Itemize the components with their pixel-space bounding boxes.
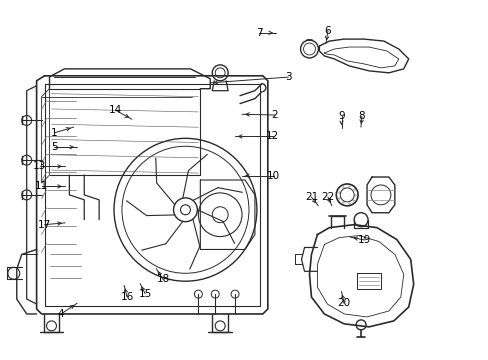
Text: 21: 21	[304, 192, 317, 202]
Text: 16: 16	[120, 292, 133, 302]
Text: 14: 14	[109, 105, 122, 115]
Text: 17: 17	[38, 220, 51, 230]
Text: 15: 15	[138, 289, 151, 298]
Text: 18: 18	[156, 274, 169, 284]
Text: 1: 1	[51, 128, 58, 138]
Text: 4: 4	[58, 309, 64, 319]
Text: 13: 13	[33, 161, 46, 171]
Text: 2: 2	[271, 110, 277, 120]
Text: 3: 3	[285, 72, 291, 82]
Text: 22: 22	[321, 192, 334, 202]
Text: 7: 7	[255, 28, 262, 38]
Text: 9: 9	[338, 111, 344, 121]
Text: 20: 20	[337, 298, 350, 308]
Text: 5: 5	[51, 142, 58, 152]
Text: 6: 6	[324, 26, 330, 36]
Text: 11: 11	[35, 181, 48, 192]
Text: 12: 12	[265, 131, 279, 141]
Text: 19: 19	[358, 235, 371, 245]
Text: 8: 8	[358, 111, 365, 121]
Text: 10: 10	[266, 171, 280, 181]
